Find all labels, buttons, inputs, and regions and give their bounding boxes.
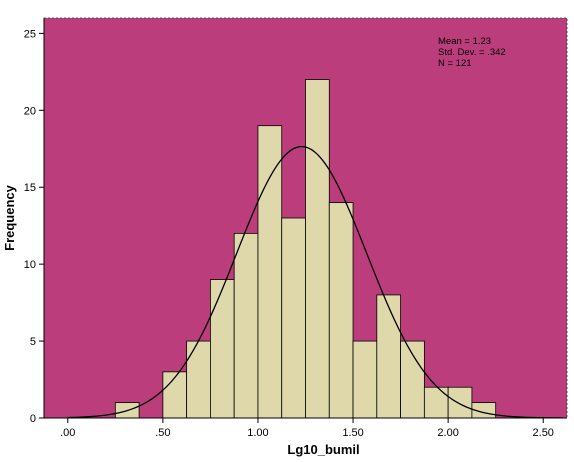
x-axis-ticks: .00 .50 1.00 1.50 2.00 2.50 <box>60 418 554 439</box>
stats-n-text: N = 121 <box>438 58 472 69</box>
histogram-bar <box>186 340 211 419</box>
histogram-bar <box>447 386 473 419</box>
x-tick-label: 2.50 <box>533 427 554 439</box>
y-tick-label: 15 <box>24 182 36 194</box>
x-tick-label: .50 <box>155 427 170 439</box>
y-axis-ticks: 0 5 10 15 20 25 <box>24 28 44 425</box>
histogram-bar <box>281 217 306 419</box>
x-tick-label: .00 <box>60 427 75 439</box>
bars-group <box>114 79 497 419</box>
y-tick-label: 25 <box>24 28 36 40</box>
x-axis-label: Lg10_bumil <box>287 442 359 457</box>
x-tick-label: 1.00 <box>247 427 268 439</box>
histogram-bar <box>423 386 449 419</box>
histogram-bar <box>210 279 235 419</box>
histogram-bar <box>328 202 354 419</box>
axes-group <box>43 17 568 419</box>
stats-mean-text: Mean = 1.23 <box>438 36 491 47</box>
y-axis-label: Frequency <box>2 184 17 251</box>
x-tick-label: 2.00 <box>437 427 458 439</box>
y-tick-label: 5 <box>30 336 36 348</box>
histogram-bar <box>400 340 425 419</box>
histogram-bar <box>376 294 401 419</box>
histogram-bar <box>352 340 378 419</box>
histogram-bar <box>257 125 283 419</box>
y-tick-label: 0 <box>30 413 36 425</box>
x-tick-label: 1.50 <box>342 427 363 439</box>
histogram-bar <box>305 79 330 419</box>
y-tick-label: 10 <box>24 259 36 271</box>
y-tick-label: 20 <box>24 105 36 117</box>
histogram-bar <box>233 232 259 419</box>
stats-sd-text: Std. Dev. = .342 <box>438 47 506 58</box>
stats-legend: Mean = 1.23 Std. Dev. = .342 N = 121 <box>438 36 506 69</box>
histogram-bar <box>162 371 188 419</box>
normal-curve-line <box>67 145 563 419</box>
